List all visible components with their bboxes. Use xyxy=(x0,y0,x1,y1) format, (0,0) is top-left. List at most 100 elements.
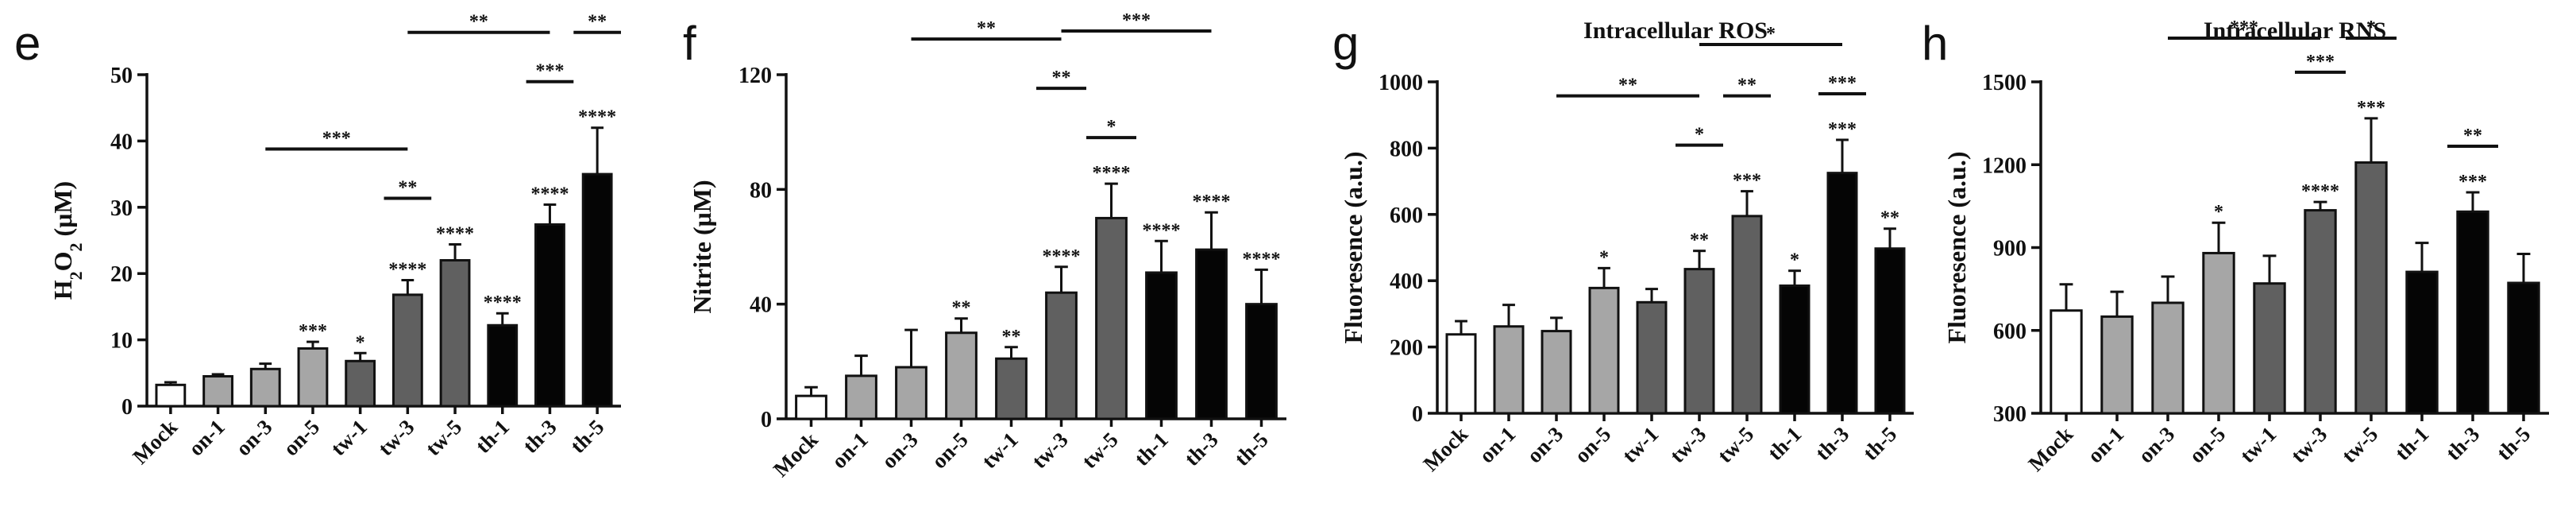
y-axis-label: Nitrite (μM) xyxy=(688,180,716,313)
bar-on-5 xyxy=(297,347,329,408)
bracket-label: ** xyxy=(588,12,607,33)
significance-label: **** xyxy=(436,224,474,245)
significance-label: ** xyxy=(1690,230,1709,251)
y-axis-label-part: (μM) xyxy=(48,181,77,243)
y-tick-label: 400 xyxy=(1390,269,1423,294)
significance-label: **** xyxy=(1243,249,1281,269)
significance-label: **** xyxy=(1193,192,1231,212)
x-tick-label: th-1 xyxy=(2390,422,2433,465)
significance-label: *** xyxy=(299,321,327,342)
x-tick-label: th-3 xyxy=(519,415,561,458)
y-tick-label: 900 xyxy=(1993,237,2026,261)
x-tick-label: th-3 xyxy=(1180,428,1223,470)
x-tick-label: th-1 xyxy=(1763,422,1806,465)
x-tick-label: on-1 xyxy=(2083,422,2128,467)
bar-Mock xyxy=(2050,309,2083,415)
x-tick-label: on-3 xyxy=(231,415,276,460)
x-tick-label: on-5 xyxy=(1570,422,1615,467)
bar-on-3 xyxy=(895,366,927,420)
x-tick-label: th-5 xyxy=(2492,422,2535,465)
x-tick-label: on-5 xyxy=(2185,422,2230,467)
y-axis-label-part: H xyxy=(48,280,77,300)
chart-title: Intracellular ROS xyxy=(1583,17,1768,44)
y-tick-label: 0 xyxy=(1412,402,1423,427)
significance-label: **** xyxy=(530,184,569,204)
bar-th-1 xyxy=(2405,270,2439,415)
x-tick-label: tw-1 xyxy=(2235,422,2281,467)
bar-th-3 xyxy=(1826,172,1858,415)
significance-label: * xyxy=(2214,202,2223,223)
x-tick-label: tw-3 xyxy=(1027,428,1072,473)
bar-on-1 xyxy=(202,374,233,408)
x-tick-label: th-1 xyxy=(1130,428,1173,470)
bar-on-1 xyxy=(845,374,877,420)
y-axis-label: Fluoresence (a.u.) xyxy=(1339,151,1367,343)
bar-tw-5 xyxy=(2354,161,2388,415)
y-axis-label-part: O xyxy=(48,251,77,271)
bar-th-5 xyxy=(2507,281,2540,415)
x-tick-label: on-1 xyxy=(1475,422,1520,467)
bracket-label: *** xyxy=(1828,73,1857,94)
bar-Mock xyxy=(1445,333,1477,415)
bracket-label: ** xyxy=(2463,126,2482,146)
x-tick-label: tw-5 xyxy=(1713,422,1758,467)
significance-label: **** xyxy=(1043,246,1081,267)
significance-label: *** xyxy=(2357,98,2385,118)
x-tick-label: Mock xyxy=(1418,422,1472,476)
bar-tw-5 xyxy=(1095,216,1128,420)
significance-label: **** xyxy=(578,107,616,128)
significance-label: **** xyxy=(1143,220,1181,241)
x-tick-label: tw-3 xyxy=(2286,422,2331,467)
y-tick-label: 30 xyxy=(110,196,133,221)
bar-tw-3 xyxy=(1683,268,1715,415)
bar-th-3 xyxy=(2456,210,2489,415)
bar-th-1 xyxy=(487,323,519,408)
y-tick-label: 40 xyxy=(110,130,133,154)
panel-letter: f xyxy=(683,17,696,70)
bar-on-1 xyxy=(2100,315,2134,415)
y-tick-label: 1500 xyxy=(1982,71,2026,95)
x-tick-label: tw-3 xyxy=(1665,422,1710,467)
y-tick-label: 600 xyxy=(1390,203,1423,228)
panel-letter: g xyxy=(1332,17,1359,70)
bracket-label: ** xyxy=(1052,68,1071,88)
bar-th-5 xyxy=(1245,303,1278,420)
bar-tw-3 xyxy=(1045,291,1078,420)
bar-on-5 xyxy=(945,331,978,420)
x-tick-label: tw-5 xyxy=(2337,422,2382,467)
significance-label: *** xyxy=(1733,171,1761,192)
significance-label: **** xyxy=(484,292,522,313)
x-tick-label: on-5 xyxy=(279,415,324,460)
panel-letter: h xyxy=(1922,17,1948,70)
bar-on-5 xyxy=(2202,251,2235,415)
x-tick-label: tw-1 xyxy=(1618,422,1663,467)
bracket-label: * xyxy=(2366,17,2376,38)
bracket-label: ** xyxy=(1737,76,1757,96)
bar-th-5 xyxy=(1874,247,1906,415)
x-tick-label: Mock xyxy=(128,415,182,469)
bar-on-3 xyxy=(1541,330,1572,415)
y-tick-label: 0 xyxy=(761,408,772,432)
bracket-label: *** xyxy=(2306,52,2335,72)
bracket-label: *** xyxy=(1122,10,1151,31)
x-tick-label: on-1 xyxy=(184,415,229,460)
x-tick-label: th-1 xyxy=(471,415,514,458)
significance-label: **** xyxy=(388,260,426,281)
x-tick-label: th-3 xyxy=(2441,422,2484,465)
bracket-label: ** xyxy=(977,18,996,39)
panel-letter: e xyxy=(14,17,40,70)
y-tick-label: 300 xyxy=(1993,402,2026,427)
bar-th-1 xyxy=(1779,284,1811,415)
x-tick-label: tw-3 xyxy=(373,415,418,460)
bracket-label: *** xyxy=(535,61,564,82)
bar-th-5 xyxy=(581,172,613,408)
bracket-label: * xyxy=(1107,117,1116,137)
significance-label: *** xyxy=(2458,172,2487,192)
x-tick-label: th-5 xyxy=(1230,428,1273,470)
bar-tw-3 xyxy=(391,293,423,408)
y-tick-label: 120 xyxy=(738,64,772,88)
y-tick-label: 600 xyxy=(1993,319,2026,344)
bar-tw-5 xyxy=(1731,215,1763,415)
significance-label: *** xyxy=(1828,119,1857,140)
